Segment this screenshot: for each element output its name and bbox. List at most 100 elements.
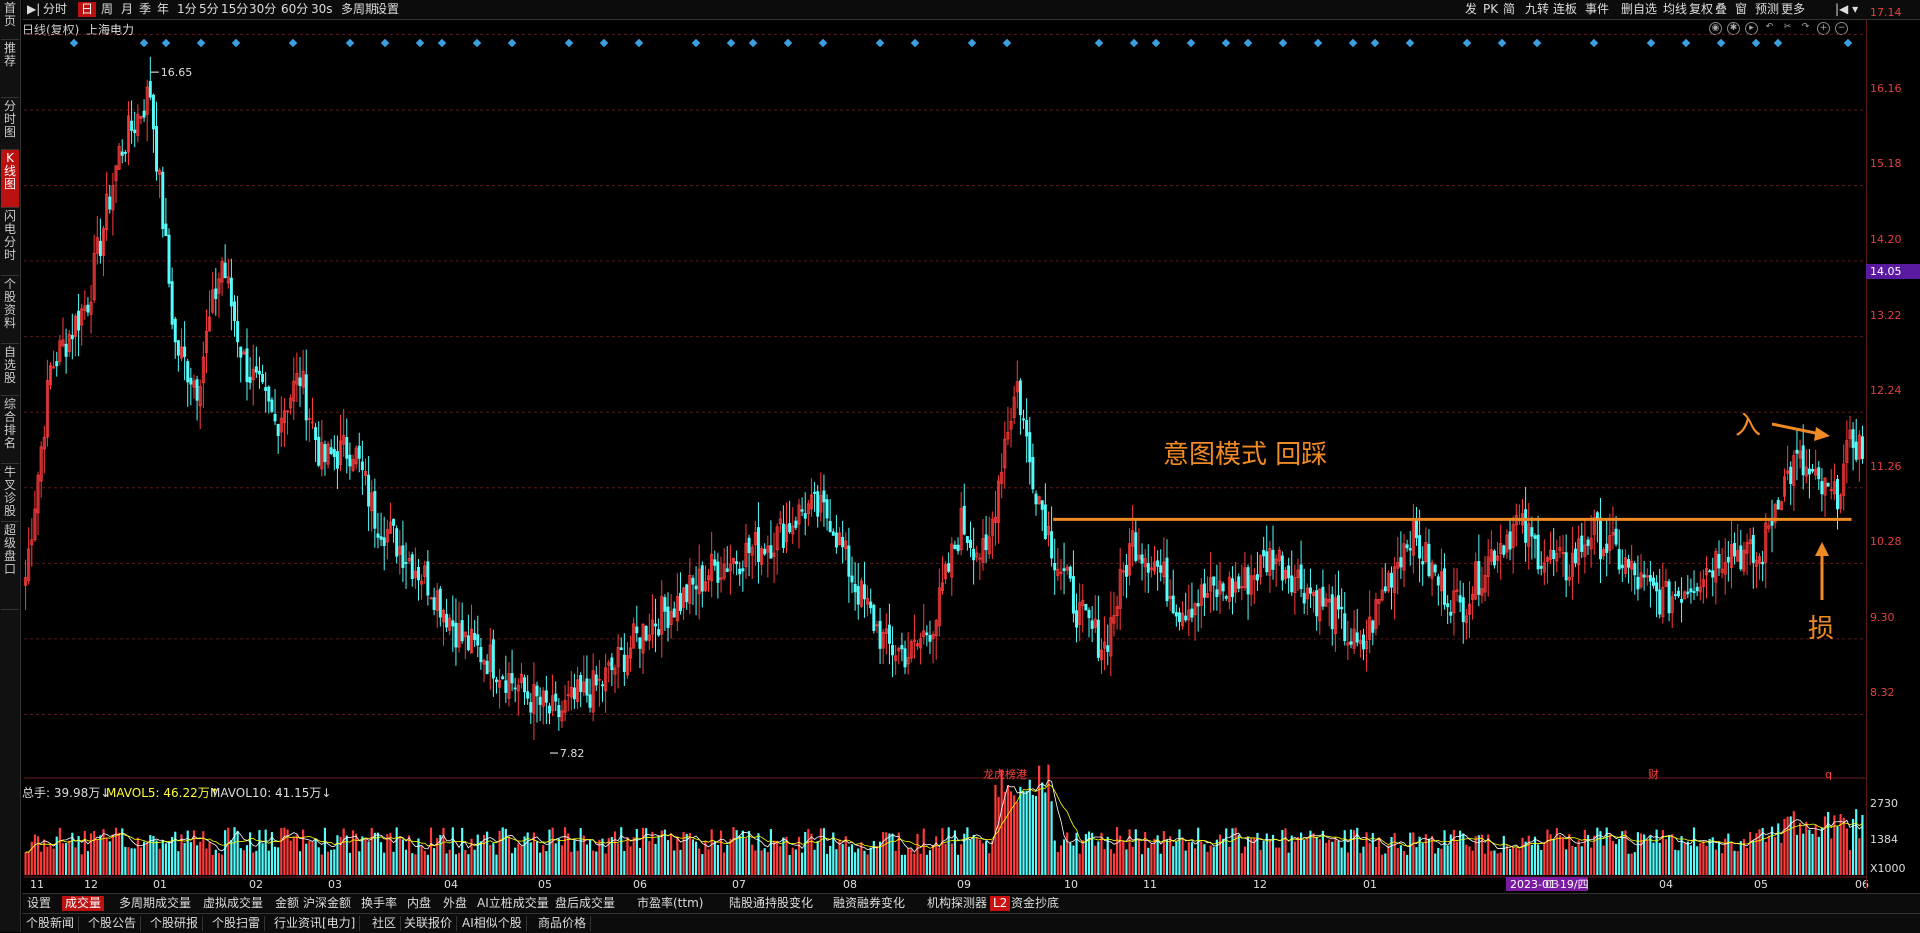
left-tab-6[interactable]: 自选股 bbox=[1, 344, 19, 396]
redo-icon[interactable]: ↷ bbox=[1801, 22, 1810, 32]
left-tab-8[interactable]: 牛叉诊股 bbox=[1, 464, 19, 522]
volume-bar bbox=[1446, 845, 1449, 875]
indicator-tab-12[interactable]: 陆股通持股变化 bbox=[729, 896, 814, 910]
period-tab-4[interactable]: 季 bbox=[139, 2, 152, 16]
x-tick-label: 06 bbox=[1855, 878, 1869, 891]
toolbar-item-9[interactable]: 叠 bbox=[1715, 2, 1728, 16]
volume-bar bbox=[900, 854, 903, 875]
volume-bar bbox=[529, 842, 532, 875]
candle-body bbox=[176, 340, 180, 356]
volume-bar bbox=[1689, 845, 1693, 875]
period-tab-6[interactable]: 1分 bbox=[177, 2, 197, 16]
indicator-tab-3[interactable]: 虚拟成交量 bbox=[203, 896, 264, 910]
period-tab-11[interactable]: 30s bbox=[311, 2, 333, 16]
eye-icon[interactable]: ◉ bbox=[1709, 22, 1722, 35]
candle-body bbox=[1455, 589, 1459, 592]
indicator-tab-2[interactable]: 多周期成交量 bbox=[119, 896, 192, 910]
volume-bar bbox=[1493, 850, 1496, 875]
candle-body bbox=[997, 480, 1001, 523]
left-tab-3[interactable]: K线图 bbox=[1, 150, 19, 208]
volume-bar bbox=[950, 843, 953, 875]
left-tab-9[interactable]: 超级盘口 bbox=[1, 522, 19, 610]
news-tab-2[interactable]: 个股研报 bbox=[146, 916, 204, 931]
news-tab-0[interactable]: 个股新闻 bbox=[22, 916, 80, 931]
x-tick-label: 06 bbox=[633, 878, 647, 891]
indicator-tab-4[interactable]: 金额 bbox=[275, 896, 300, 910]
left-tab-2[interactable]: 分时图 bbox=[1, 98, 19, 150]
volume-bar bbox=[1097, 841, 1100, 875]
gear-icon[interactable]: ✱ bbox=[1727, 22, 1740, 35]
period-tab-1[interactable]: 日 bbox=[78, 2, 97, 17]
volume-bar bbox=[844, 836, 847, 875]
zoom-in-icon[interactable]: + bbox=[1817, 22, 1830, 35]
volume-bar bbox=[1611, 840, 1615, 875]
period-tab-12[interactable]: 多周期 bbox=[341, 2, 378, 16]
left-tab-0[interactable]: 首页 bbox=[1, 0, 19, 40]
news-tab-8[interactable]: 商品价格 bbox=[534, 916, 592, 931]
indicator-tab-6[interactable]: 换手率 bbox=[361, 896, 398, 910]
volume-bar bbox=[1222, 838, 1225, 875]
period-tab-10[interactable]: 60分 bbox=[281, 2, 309, 16]
volume-bar bbox=[83, 830, 86, 875]
indicator-tab-16[interactable]: 资金抄底 bbox=[1011, 896, 1060, 910]
news-tab-3[interactable]: 个股扫雷 bbox=[208, 916, 266, 931]
left-tab-5[interactable]: 个股资料 bbox=[1, 276, 19, 344]
period-tab-9[interactable]: 30分 bbox=[249, 2, 277, 16]
toolbar-item-11[interactable]: 预测 bbox=[1755, 2, 1780, 16]
zoom-out-icon[interactable]: − bbox=[1835, 22, 1848, 35]
indicator-tab-0[interactable]: 设置 bbox=[27, 896, 52, 910]
news-tab-6[interactable]: 关联报价 bbox=[400, 916, 458, 931]
indicator-tab-9[interactable]: AI立桩成交量 bbox=[477, 896, 549, 910]
indicator-tab-11[interactable]: 市盈率(ttm) bbox=[637, 896, 704, 910]
left-tab-7[interactable]: 综合排名 bbox=[1, 396, 19, 464]
period-tab-7[interactable]: 5分 bbox=[199, 2, 219, 16]
indicator-tab-5[interactable]: 沪深金额 bbox=[303, 896, 352, 910]
undo-icon[interactable]: ↶ bbox=[1765, 22, 1774, 32]
toolbar-item-6[interactable]: 删自选 bbox=[1621, 2, 1658, 16]
news-tab-1[interactable]: 个股公告 bbox=[84, 916, 142, 931]
indicator-tab-1[interactable]: 成交量 bbox=[62, 896, 105, 911]
period-tab-3[interactable]: 月 bbox=[121, 2, 134, 16]
news-tab-5[interactable]: 社区 bbox=[368, 916, 402, 931]
news-tab-4[interactable]: 行业资讯[电力] bbox=[270, 916, 361, 931]
candle-body bbox=[1443, 568, 1447, 605]
candle-body bbox=[884, 628, 888, 634]
play-icon[interactable]: ▶| bbox=[27, 2, 41, 16]
candlestick-chart[interactable]: 2730 1384 X1000 16.65 7.82 龙虎榜港 财 q 11 12 01 02 03 04… bbox=[0, 0, 1920, 895]
volume-bar bbox=[1430, 836, 1434, 875]
candle-body bbox=[1633, 563, 1637, 576]
indicator-tab-13[interactable]: 融资融券变化 bbox=[833, 896, 906, 910]
indicator-tab-8[interactable]: 外盘 bbox=[443, 896, 468, 910]
scissors-icon[interactable]: ✂ bbox=[1783, 22, 1792, 32]
indicator-tab-15[interactable]: L2 bbox=[990, 896, 1011, 911]
chevron-down-icon[interactable]: |◀ ▾ bbox=[1835, 2, 1859, 16]
toolbar-item-8[interactable]: 复权 bbox=[1689, 2, 1714, 16]
candle-body bbox=[872, 604, 876, 631]
toolbar-item-7[interactable]: 均线 bbox=[1663, 2, 1688, 16]
news-tab-7[interactable]: AI相似个股 bbox=[458, 916, 527, 931]
period-tab-5[interactable]: 年 bbox=[157, 2, 170, 16]
volume-bar bbox=[36, 836, 40, 875]
toolbar-item-5[interactable]: 事件 bbox=[1585, 2, 1610, 16]
toolbar-item-4[interactable]: 连板 bbox=[1553, 2, 1578, 16]
toolbar-item-1[interactable]: PK bbox=[1483, 2, 1499, 16]
period-tab-2[interactable]: 周 bbox=[101, 2, 114, 16]
volume-bar bbox=[1496, 853, 1499, 875]
volume-bar bbox=[77, 836, 80, 875]
play-icon[interactable]: ▸ bbox=[1745, 22, 1758, 35]
indicator-tab-7[interactable]: 内盘 bbox=[407, 896, 432, 910]
indicator-tab-14[interactable]: 机构探测器 bbox=[927, 896, 988, 910]
toolbar-item-3[interactable]: 九转 bbox=[1525, 2, 1550, 16]
volume-bar bbox=[1770, 826, 1774, 875]
period-tab-13[interactable]: 设置 bbox=[375, 2, 400, 16]
toolbar-item-10[interactable]: 窗 bbox=[1735, 2, 1748, 16]
left-tab-4[interactable]: 闪电分时 bbox=[1, 208, 19, 276]
left-tab-1[interactable]: 推荐 bbox=[1, 40, 19, 98]
toolbar-item-12[interactable]: 更多 bbox=[1781, 2, 1806, 16]
period-tab-8[interactable]: 15分 bbox=[221, 2, 249, 16]
candle-body bbox=[448, 617, 452, 631]
toolbar-item-0[interactable]: 发 bbox=[1465, 2, 1478, 16]
toolbar-item-2[interactable]: 简 bbox=[1503, 2, 1516, 16]
indicator-tab-10[interactable]: 盘后成交量 bbox=[555, 896, 616, 910]
period-tab-0[interactable]: 分时 bbox=[43, 2, 68, 16]
